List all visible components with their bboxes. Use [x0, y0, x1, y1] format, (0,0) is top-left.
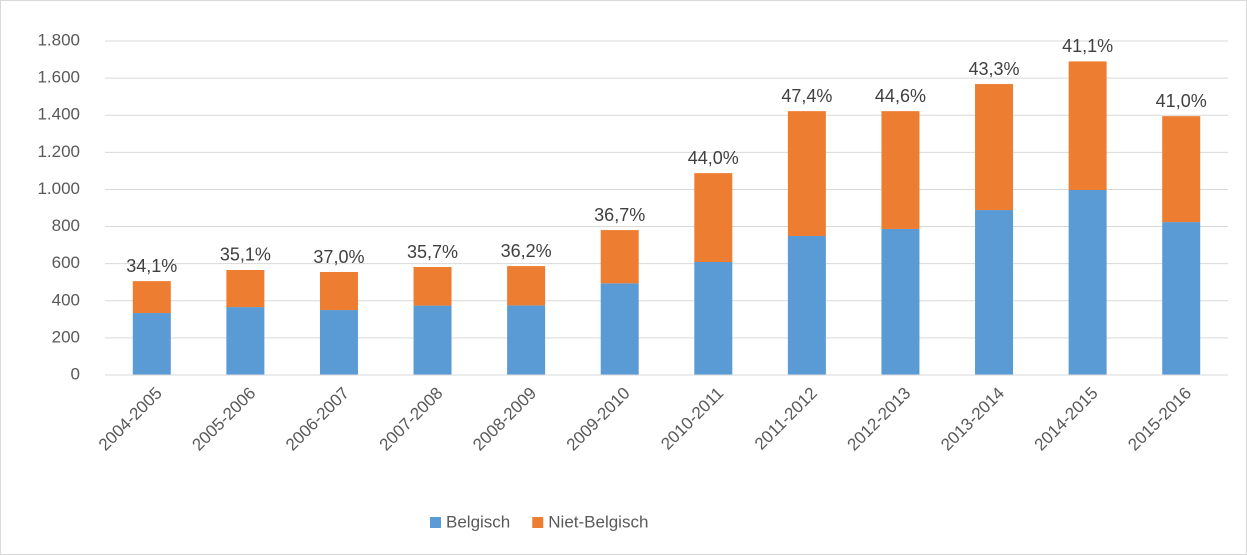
- bar-segment: [507, 266, 546, 306]
- bar-segment: [881, 228, 920, 375]
- share-label: 43,3%: [969, 59, 1020, 79]
- share-label: 41,1%: [1062, 36, 1113, 56]
- bar-segment: [600, 230, 639, 284]
- share-label: 35,1%: [220, 245, 271, 265]
- bar-segment: [975, 210, 1014, 375]
- bar-segment: [1162, 116, 1201, 223]
- bar-segment: [226, 307, 265, 375]
- y-tick-label: 1.400: [37, 105, 80, 124]
- share-label: 44,0%: [688, 148, 739, 168]
- y-tick-label: 1.200: [37, 142, 80, 161]
- bar-segment: [132, 281, 171, 314]
- y-tick-label: 800: [52, 216, 80, 235]
- y-tick-label: 1.000: [37, 179, 80, 198]
- bar-segment: [413, 267, 452, 306]
- bar-segment: [1068, 61, 1107, 191]
- bar-segment: [694, 173, 733, 262]
- share-label: 37,0%: [313, 247, 364, 267]
- bar-segment: [132, 313, 171, 375]
- y-tick-label: 200: [52, 327, 80, 346]
- share-label: 44,6%: [875, 86, 926, 106]
- legend-label: Belgisch: [446, 512, 510, 531]
- bar-segment: [694, 261, 733, 375]
- share-label: 36,7%: [594, 205, 645, 225]
- bar-segment: [787, 236, 826, 375]
- y-tick-label: 600: [52, 253, 80, 272]
- bar-segment: [975, 84, 1014, 211]
- bar-segment: [226, 269, 265, 308]
- share-label: 35,7%: [407, 242, 458, 262]
- share-label: 34,1%: [126, 256, 177, 276]
- legend-label: Niet-Belgisch: [548, 512, 648, 531]
- bar-segment: [600, 283, 639, 375]
- y-tick-label: 1.800: [37, 30, 80, 49]
- bar-segment: [881, 111, 920, 229]
- y-tick-label: 400: [52, 290, 80, 309]
- bar-segment: [1162, 222, 1201, 375]
- share-label: 36,2%: [501, 241, 552, 261]
- bar-segment: [1068, 190, 1107, 375]
- bar-segment: [507, 305, 546, 375]
- bar-segment: [319, 272, 358, 311]
- share-label: 47,4%: [781, 86, 832, 106]
- bar-segment: [787, 111, 826, 237]
- bar-segment: [413, 305, 452, 375]
- share-label: 41,0%: [1156, 91, 1207, 111]
- legend-swatch: [430, 517, 441, 528]
- bar-segment: [319, 310, 358, 375]
- y-tick-label: 1.600: [37, 68, 80, 87]
- y-tick-label: 0: [71, 364, 80, 383]
- legend-swatch: [532, 517, 544, 528]
